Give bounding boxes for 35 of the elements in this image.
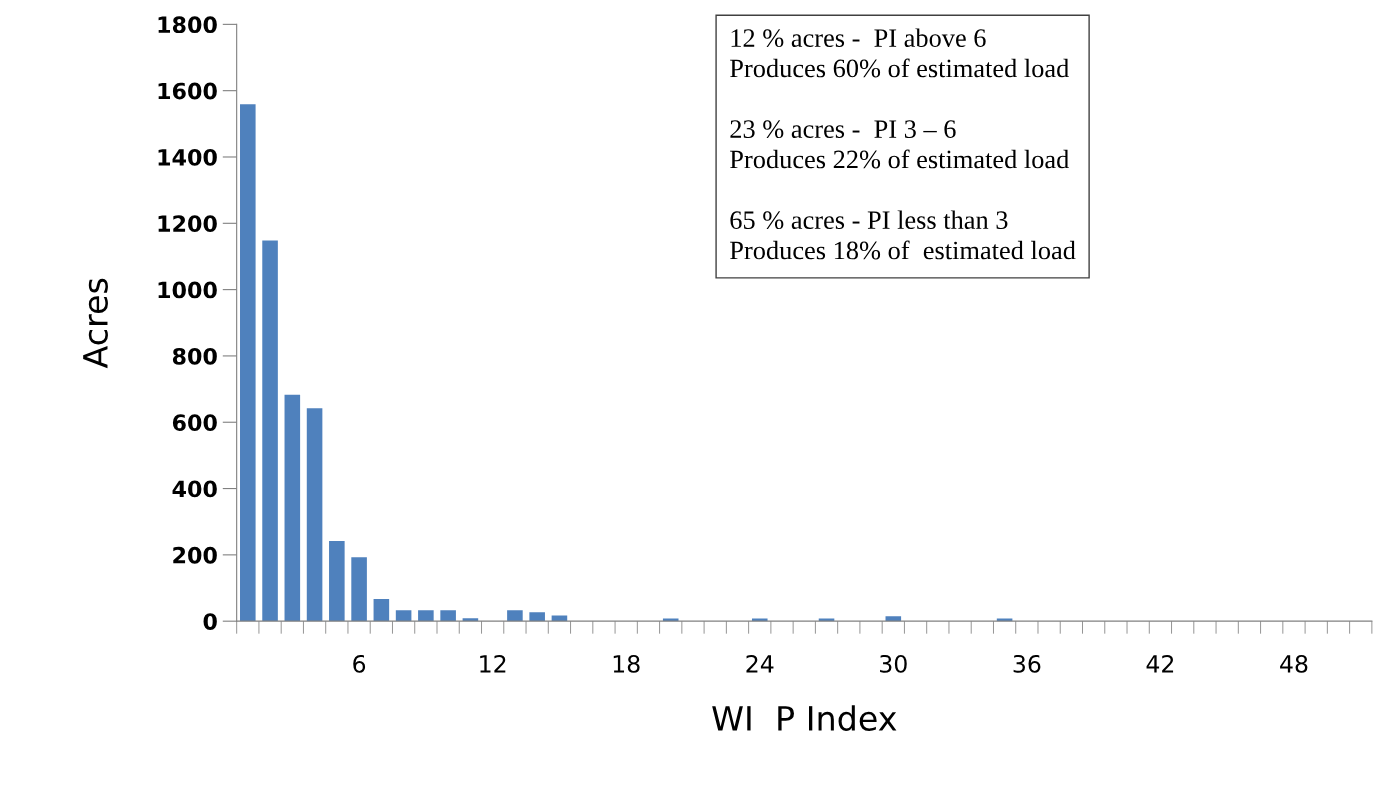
x-tick-label: 24 [746, 654, 774, 673]
y-tick-label: 400 [172, 480, 217, 498]
y-tick-label: 600 [172, 414, 217, 431]
bar [507, 610, 523, 622]
bar [262, 240, 278, 622]
x-axis-title: WI P Index [712, 705, 897, 731]
y-tick-label: 1000 [158, 281, 217, 299]
x-tick-label: 30 [880, 654, 907, 673]
bar [418, 610, 434, 622]
text: 12 % acres - PI above 6 Produces 60% of estimated load 23 % acres - PI 3 – 6 Produces 22% of estimated load 65 % acres - PI less than 3 Produces 18% of estimated load [730, 28, 1076, 260]
y-tick-label: 1800 [158, 16, 217, 34]
y-tick-label: 1600 [158, 82, 217, 100]
y-tick-label: 0 [203, 613, 217, 630]
bar [529, 612, 545, 622]
y-axis-title: Acres [83, 278, 108, 369]
bar [284, 394, 301, 622]
y-tick-label: 200 [173, 546, 217, 564]
x-tick-label: 42 [1146, 654, 1174, 673]
bar [395, 610, 412, 622]
x-tick-label: 18 [613, 654, 640, 673]
bar [306, 408, 323, 622]
bar [373, 598, 390, 622]
bar [329, 540, 345, 622]
y-tick-label: 1400 [158, 148, 217, 166]
x-tick-label: 36 [1013, 654, 1041, 673]
bar [240, 104, 256, 622]
x-tick-label: 6 [353, 654, 366, 673]
bar [440, 610, 456, 622]
x-tick-label: 12 [480, 654, 506, 673]
y-tick-label: 1200 [158, 215, 217, 233]
bar [885, 616, 902, 622]
bar [351, 557, 367, 622]
x-tick-label: 48 [1280, 654, 1308, 673]
y-tick-label: 800 [172, 347, 217, 365]
bar [462, 618, 479, 622]
